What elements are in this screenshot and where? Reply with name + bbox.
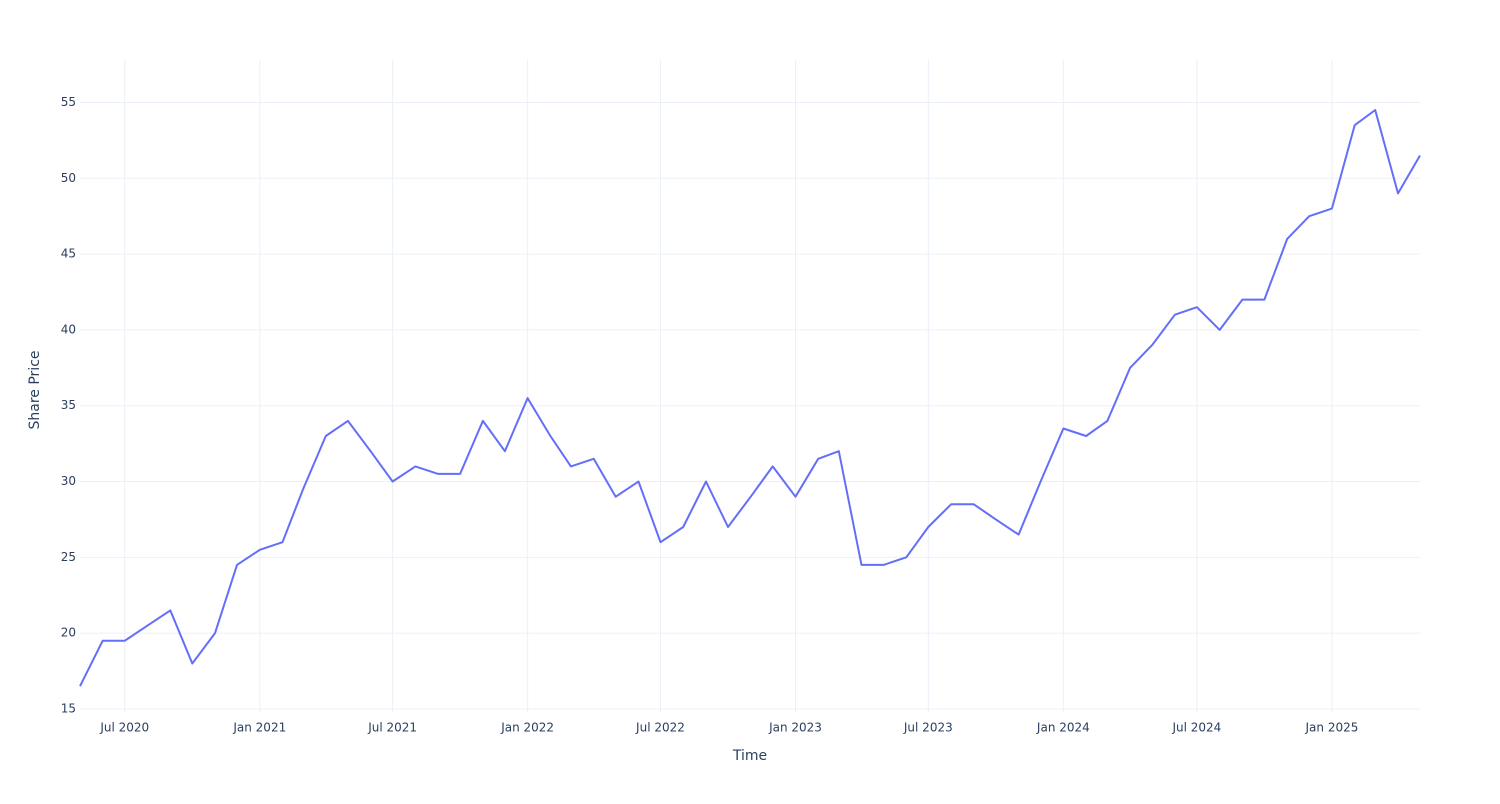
y-tick-label: 25 (61, 550, 76, 564)
x-tick-label: Jan 2025 (1305, 721, 1359, 735)
x-tick-label: Jul 2022 (635, 721, 685, 735)
y-tick-label: 40 (61, 322, 76, 336)
y-tick-label: 50 (61, 171, 76, 185)
y-tick-label: 45 (61, 247, 76, 261)
y-tick-label: 35 (61, 398, 76, 412)
x-tick-label: Jul 2020 (99, 721, 149, 735)
y-tick-label: 30 (61, 474, 76, 488)
x-tick-label: Jan 2024 (1036, 721, 1090, 735)
x-axis-title: Time (732, 748, 767, 764)
y-axis-title: Share Price (27, 350, 43, 429)
x-tick-label: Jan 2023 (768, 721, 822, 735)
x-tick-label: Jul 2021 (367, 721, 417, 735)
y-tick-label: 55 (61, 95, 76, 109)
y-tick-label: 15 (61, 701, 76, 715)
x-tick-label: Jul 2024 (1171, 721, 1221, 735)
x-tick-label: Jan 2021 (232, 721, 286, 735)
price-line (79, 109, 1421, 687)
x-tick-label: Jul 2023 (903, 721, 953, 735)
y-tick-label: 20 (61, 626, 76, 640)
x-tick-label: Jan 2022 (500, 721, 554, 735)
